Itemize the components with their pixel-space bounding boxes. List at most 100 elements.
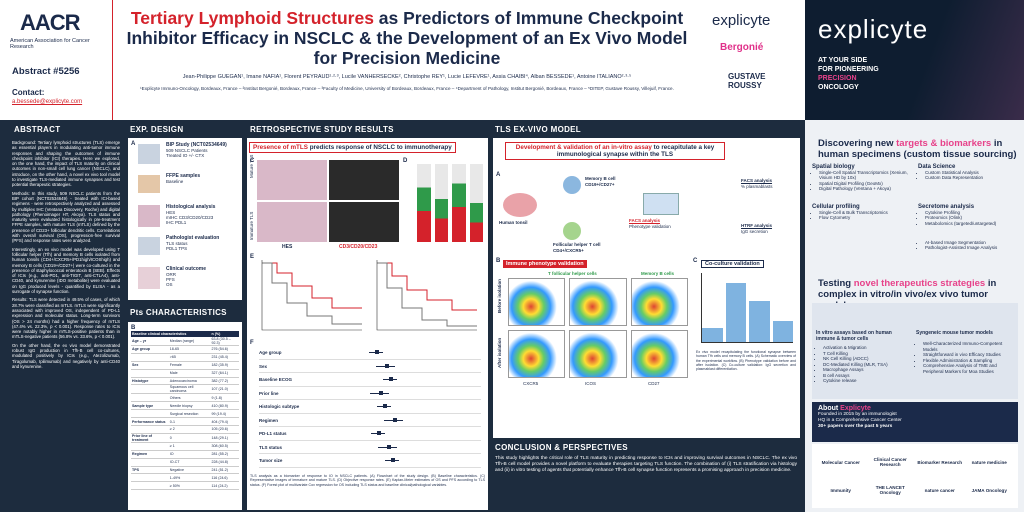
group-title: Data Science [918, 164, 956, 170]
flow-plot [630, 330, 688, 378]
paragraph: Methods: In this study, 509 NSCLC patien… [12, 190, 120, 244]
forest-row: TLS status [259, 441, 481, 454]
table-cell: Others [169, 395, 181, 400]
banner-rest: to recapitulate a key immunological syna… [556, 144, 715, 158]
table-cell: 1-49% [169, 475, 181, 480]
list-item: Macrophage Assays [823, 367, 911, 373]
table-row: Male 327 (64.1) [131, 369, 239, 378]
table-cell: IO [169, 452, 174, 457]
panel-label: D [403, 158, 408, 164]
step-line: PFS [166, 277, 175, 282]
bcell-label: Memory B cell CD19+/CD27+ [585, 176, 616, 187]
stain-label: HES [282, 244, 293, 250]
section-title: EXP. DESIGN [130, 125, 184, 134]
forest-label: Prior line [259, 390, 279, 396]
step-line: mIHC CD3/CD20/CD23 [166, 215, 214, 220]
table-cell: 327 (64.1) [211, 371, 228, 376]
text: Discovering new [818, 138, 897, 149]
list-item: Single-Cell & Bulk Transcriptomics [819, 210, 912, 215]
text: Explicyte [840, 405, 871, 412]
km-curves [261, 260, 477, 331]
text: CD19+/CD27+ [585, 181, 615, 187]
design-step: Clinical outcome ORR PFS OS [166, 266, 240, 297]
panel-label: B [496, 258, 501, 264]
table-row: 1-49% 116 (24.6) [131, 474, 239, 482]
table-cell: IO-CT [169, 460, 180, 465]
table-cell: 0 [169, 435, 172, 440]
forest-ci [370, 390, 389, 395]
flow-plot [569, 330, 627, 378]
brand-name: explicyte [818, 14, 929, 44]
row-label: Before isolation [497, 278, 502, 313]
mihc-image [329, 160, 399, 200]
panel-label: C [250, 158, 255, 164]
title-highlight: Tertiary Lymphoid Structures [130, 8, 374, 28]
table-cell: Female [169, 363, 182, 368]
text: in human specimens (custom tissue sourci… [818, 138, 1017, 160]
about-title: About Explicyte [818, 405, 1012, 412]
list-item: Custom Data Representation [925, 175, 1018, 180]
panel-label: B [131, 325, 136, 331]
coculture-bars [701, 273, 793, 343]
forest-ci [376, 363, 395, 368]
forest-point [391, 458, 396, 462]
forest-row: Histologic subtype [259, 400, 481, 414]
population: T follicular helper cells [548, 271, 597, 276]
text: Testing [818, 278, 854, 289]
forest-point [389, 377, 394, 381]
table-cell: 308 (60.5) [211, 444, 228, 449]
list-item: Cytokine Profiling [925, 210, 1018, 215]
step-title: Pathologist evaluation [166, 235, 220, 241]
journal-logo: THE LANCET Oncology [875, 485, 905, 495]
contact-label: Contact: [12, 88, 45, 97]
journal-logo: Clinical Cancer Research [873, 457, 907, 467]
text: IgG secretion [741, 228, 768, 234]
step-line: HES [166, 210, 176, 215]
table-cell: ≥ 50% [169, 483, 180, 488]
tagline-line: PRECISION [818, 75, 857, 82]
affiliations: ¹Explicyte Immuno-Oncology, Bordeaux, Fr… [140, 86, 674, 91]
list-item: Activation & Migration [823, 345, 911, 351]
response-bars [417, 164, 483, 242]
brand-panel [805, 0, 1024, 120]
km-curve [262, 262, 362, 309]
table-cell: >65 [169, 355, 176, 360]
table-cell: Surgical resection [169, 411, 199, 416]
tonsil-label: Human tonsil [499, 220, 528, 225]
table-cell: Male [169, 371, 178, 376]
banner: Development & validation of an in-vitro … [505, 142, 725, 160]
design-steps: BIP Study (NCT02534649) 509 NSCLC Patient… [166, 142, 240, 297]
journal-logo: nature cancer [924, 487, 955, 493]
list-item: Metabolomics (targeted/untargeted) [925, 221, 1018, 226]
header-cell: Baseline clinical characteristics [132, 332, 187, 336]
table-row: Age – yr Median (range) 63.8 (30.5 – 92.3) [131, 337, 239, 346]
stacked-bar [452, 164, 466, 242]
forest-label: Regimen [259, 417, 279, 423]
text: Follicular helper T cell [553, 242, 601, 247]
population: Memory B cells [641, 271, 675, 276]
list-item: AI-based Image Segmentation [925, 240, 1018, 245]
icon [138, 237, 160, 255]
design-step: FFPE samples Baseline [166, 173, 240, 204]
journal-logo: Biomarker Research [917, 459, 963, 465]
table-row: TPS Negative 241 (51.2) [131, 466, 239, 474]
table-cell: 182 (35.9) [211, 363, 228, 368]
caption: TLS analysis as a biomarker of response … [250, 474, 485, 487]
text: targets & biomarkers [896, 138, 992, 149]
list-item: Pathologist-Assisted Image Analysis [925, 245, 1018, 250]
banner-highlight: Presence of mTLS [253, 144, 308, 151]
retro-panel: Presence of mTLS predicts response of NS… [247, 138, 488, 510]
forest-row: PD-L1 status [259, 427, 481, 441]
header [0, 0, 805, 120]
bcell-icon [563, 176, 581, 194]
text: % plasmablasts [741, 183, 773, 189]
marker: ICOS [585, 381, 597, 386]
table-cell: 9 (1.8) [211, 395, 222, 400]
forest-point [375, 350, 380, 354]
tagline: AT YOUR SIDE FOR PIONEERING PRECISION ON… [818, 56, 879, 92]
title: Tertiary Lymphoid Structures as Predicto… [122, 8, 692, 68]
list-item: Digital Pathology (Ventana + Akoya) [819, 186, 912, 191]
service-group: Spatial biologySingle-Cell Spatial Trans… [812, 164, 912, 192]
table-cell [131, 426, 169, 434]
list-item: Proteomics (Olink) [925, 215, 1018, 220]
